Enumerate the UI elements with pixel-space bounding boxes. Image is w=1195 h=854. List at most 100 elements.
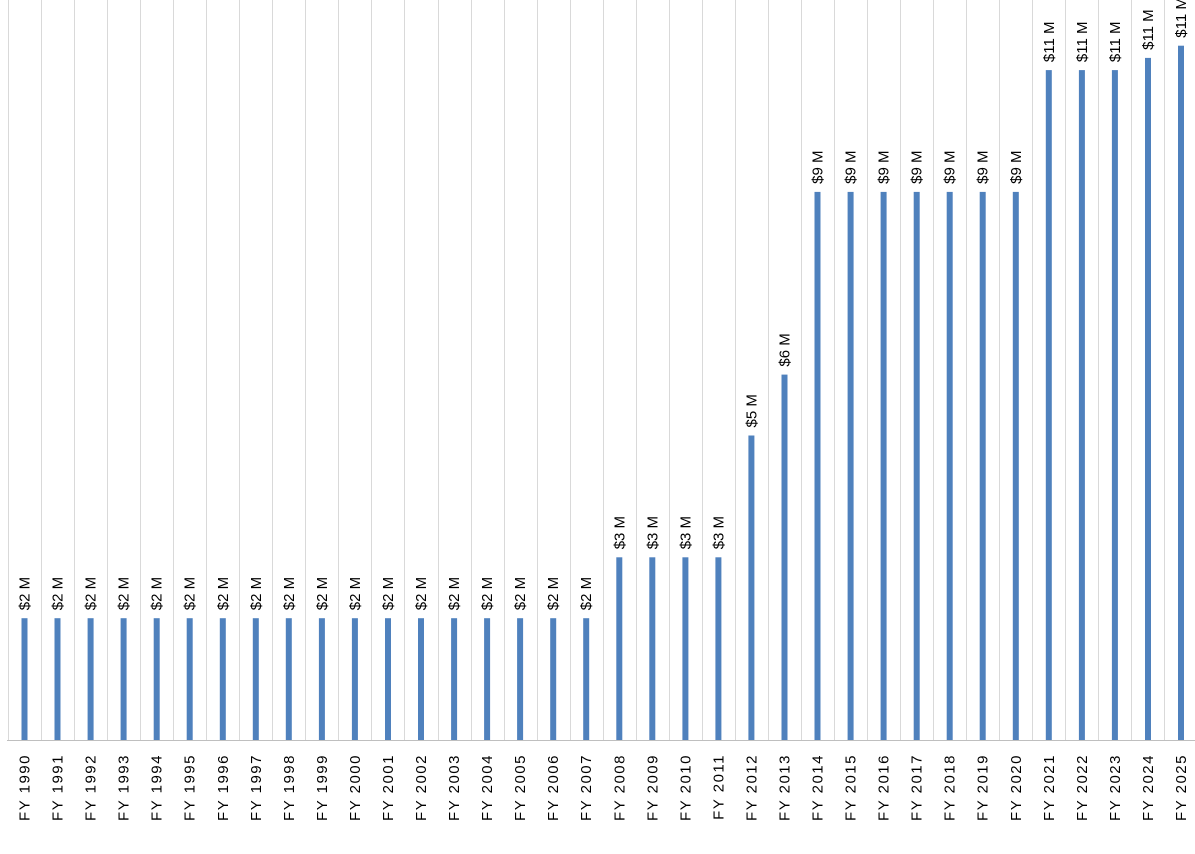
x-tick-label: FY 2024 <box>1140 754 1157 821</box>
grid-lines <box>8 0 1165 740</box>
data-label: $2 M <box>182 577 199 610</box>
bar <box>715 557 722 740</box>
x-tick-label: FY 1996 <box>215 754 232 821</box>
bar <box>451 618 458 740</box>
data-label: $2 M <box>413 577 430 610</box>
data-label: $2 M <box>248 577 265 610</box>
bar <box>1078 70 1085 741</box>
x-tick-labels: FY 1990 FY 1991 FY 1992 FY 1993 FY 1994 FY 19… <box>17 754 1191 821</box>
bars <box>21 45 1184 741</box>
x-tick-label: FY 2007 <box>578 754 595 821</box>
bar <box>616 557 623 740</box>
data-label: $5 M <box>743 394 760 427</box>
bar <box>54 618 61 740</box>
bar <box>1045 70 1052 741</box>
bar <box>1111 70 1118 741</box>
x-tick-label: FY 2016 <box>876 754 893 821</box>
x-tick-label: FY 1997 <box>248 754 265 821</box>
x-tick-label: FY 2009 <box>644 754 661 821</box>
data-label: $9 M <box>810 151 827 184</box>
data-label: $2 M <box>17 577 34 610</box>
x-tick-label: FY 2011 <box>710 754 727 820</box>
x-tick-label: FY 2023 <box>1107 754 1124 821</box>
data-label: $2 M <box>116 577 133 610</box>
x-tick-label: FY 2014 <box>810 754 827 821</box>
x-tick-label: FY 2001 <box>380 754 397 821</box>
bar <box>153 618 160 740</box>
bar <box>1178 45 1184 740</box>
data-label: $11 M <box>1074 22 1091 63</box>
bar <box>748 435 755 740</box>
data-label: $2 M <box>380 577 397 610</box>
x-tick-label: FY 2017 <box>909 754 926 821</box>
x-tick-label: FY 2003 <box>446 754 463 821</box>
data-label: $2 M <box>479 577 496 610</box>
x-tick-label: FY 2006 <box>545 754 562 821</box>
data-label: $9 M <box>876 151 893 184</box>
data-label: $2 M <box>281 577 298 610</box>
bar <box>583 618 590 740</box>
data-label: $9 M <box>975 151 992 184</box>
bar <box>186 618 193 740</box>
x-tick-label: FY 2022 <box>1074 754 1091 821</box>
data-label: $2 M <box>50 577 67 610</box>
bar <box>285 618 292 740</box>
data-label: $2 M <box>149 577 166 610</box>
x-tick-label: FY 2000 <box>347 754 364 821</box>
x-tick-label: FY 2015 <box>843 754 860 821</box>
data-label: $11 M <box>1041 22 1058 63</box>
bar <box>946 191 953 740</box>
x-tick-label: FY 2004 <box>479 754 496 821</box>
bar <box>21 618 28 740</box>
data-label: $2 M <box>314 577 331 610</box>
bar <box>219 618 226 740</box>
bar <box>781 374 788 740</box>
bar <box>351 618 358 740</box>
bar <box>550 618 557 740</box>
x-tick-label: FY 1998 <box>281 754 298 821</box>
data-label: $3 M <box>710 516 727 549</box>
bar <box>418 618 424 740</box>
data-label: $11 M <box>1107 22 1124 63</box>
bar <box>649 557 656 740</box>
data-label: $3 M <box>644 516 661 549</box>
x-tick-label: FY 2013 <box>777 754 794 821</box>
data-label: $2 M <box>215 577 232 610</box>
x-tick-label: FY 2025 <box>1173 754 1190 821</box>
data-label: $9 M <box>1008 151 1025 184</box>
bar <box>87 618 94 740</box>
x-tick-label: FY 1990 <box>17 754 34 821</box>
data-label: $11 M <box>1140 9 1157 50</box>
data-label: $9 M <box>942 151 959 184</box>
x-tick-label: FY 2019 <box>975 754 992 821</box>
bar <box>682 557 689 740</box>
x-tick-label: FY 2005 <box>512 754 529 821</box>
data-label: $9 M <box>909 151 926 184</box>
bar <box>1145 57 1151 740</box>
bar <box>484 618 491 740</box>
data-label: $2 M <box>83 577 100 610</box>
data-label: $2 M <box>446 577 463 610</box>
x-tick-label: FY 2018 <box>942 754 959 821</box>
x-tick-label: FY 2002 <box>413 754 430 821</box>
data-label: $11 M <box>1173 0 1190 38</box>
data-label: $3 M <box>611 516 628 549</box>
x-tick-label: FY 2021 <box>1041 754 1058 821</box>
bar <box>120 618 127 740</box>
x-tick-label: FY 2020 <box>1008 754 1025 821</box>
bar <box>517 618 524 740</box>
bar <box>847 191 854 740</box>
x-tick-label: FY 2010 <box>677 754 694 821</box>
data-labels: $2 M $2 M $2 M $2 M $2 M $2 M $2 M $2 M $2 M $2 M… <box>17 0 1191 610</box>
x-tick-label: FY 1999 <box>314 754 331 821</box>
x-tick-label: FY 1994 <box>149 754 166 821</box>
x-tick-label: FY 2012 <box>743 754 760 821</box>
data-label: $2 M <box>512 577 529 610</box>
data-label: $2 M <box>545 577 562 610</box>
x-tick-label: FY 1992 <box>83 754 100 821</box>
bar <box>252 618 259 740</box>
bar <box>385 618 391 740</box>
x-tick-label: FY 2008 <box>611 754 628 821</box>
bar <box>1012 191 1019 740</box>
